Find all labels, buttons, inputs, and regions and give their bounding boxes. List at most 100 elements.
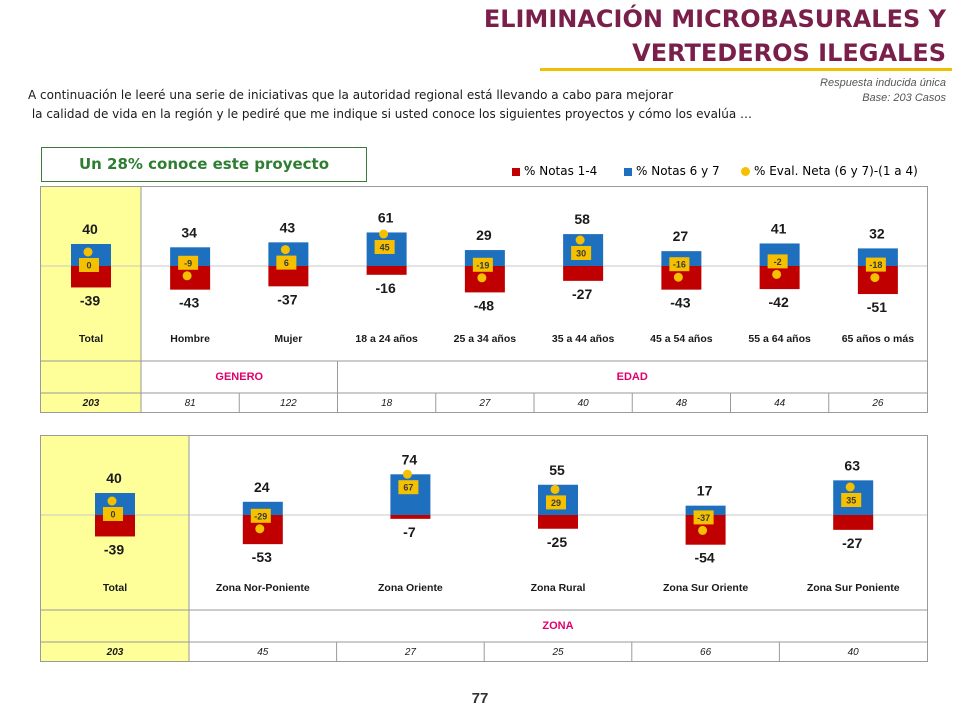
chart-panel-genero-edad: 40 -39 0 Total 203 34 -43 -9 Hombre 81 43 -37 6 Mujer… [40, 186, 928, 413]
net-eval-marker [550, 484, 560, 494]
label-notas-6-7: 40 [82, 221, 98, 237]
group-label: EDAD [617, 371, 648, 383]
net-eval-marker [870, 273, 880, 283]
net-eval-label-box [398, 480, 419, 495]
label-notas-1-4: -25 [547, 534, 567, 550]
net-eval-label-box [841, 493, 862, 507]
base-count: 81 [185, 398, 196, 409]
net-eval-label: 45 [380, 243, 390, 253]
bar-notas-1-4 [268, 266, 309, 287]
group-label: GENERO [215, 371, 263, 383]
category-label: Hombre [170, 333, 210, 345]
base-count: 27 [404, 647, 417, 658]
base-count: 203 [106, 647, 124, 658]
net-eval-marker [107, 496, 117, 506]
legend-item-pos: % Notas 6 y 7 [624, 164, 720, 178]
base-count: 44 [774, 398, 786, 409]
net-eval-label: 67 [403, 483, 413, 493]
net-eval-label-box [865, 257, 886, 272]
label-notas-1-4: -39 [80, 292, 100, 308]
net-eval-marker [698, 525, 708, 535]
label-notas-1-4: -51 [867, 299, 887, 315]
chart-zona: 40 -39 0 Total 203 24 -53 -29 Zona Nor-Poniente 4… [41, 436, 927, 661]
total-column-highlight [41, 436, 189, 661]
net-eval-marker [477, 273, 487, 283]
bar-notas-1-4 [563, 266, 604, 281]
page-title-line1: ELIMINACIÓN MICROBASURALES Y [483, 5, 946, 33]
label-notas-1-4: -37 [277, 291, 297, 307]
label-notas-6-7: 61 [378, 209, 394, 225]
net-eval-label-box [178, 255, 199, 270]
label-notas-6-7: 63 [844, 457, 860, 473]
net-eval-label: -19 [476, 260, 489, 270]
net-eval-marker [673, 272, 683, 282]
awareness-callout: Un 28% conoce este proyecto [41, 147, 367, 182]
intro-line-1: A continuación le leeré una serie de ini… [28, 88, 674, 102]
net-eval-label-box [669, 257, 690, 272]
legend-item-net: % Eval. Neta (6 y 7)-(1 a 4) [741, 164, 918, 178]
category-label: 65 años o más [842, 333, 915, 345]
category-label: Zona Rural [531, 582, 586, 594]
base-count: 48 [676, 398, 688, 409]
net-eval-label-box [276, 255, 297, 270]
legend-label-net: % Eval. Neta (6 y 7)-(1 a 4) [754, 164, 918, 178]
label-notas-1-4: -43 [670, 295, 690, 311]
net-eval-label-box [472, 257, 493, 272]
label-notas-1-4: -27 [842, 535, 862, 551]
chart-panel-zona: 40 -39 0 Total 203 24 -53 -29 Zona Nor-Poniente 4… [40, 435, 928, 662]
category-label: Zona Sur Poniente [807, 582, 900, 594]
category-label: Zona Sur Oriente [663, 582, 748, 594]
label-notas-6-7: 27 [673, 228, 689, 244]
page-title: ELIMINACIÓN MICROBASURALES Y VERTEDEROS … [484, 2, 946, 70]
base-count: 40 [578, 398, 590, 409]
base-count: 18 [381, 398, 393, 409]
net-eval-marker [575, 235, 585, 245]
label-notas-6-7: 17 [697, 483, 713, 499]
base-count: 40 [848, 647, 860, 658]
net-eval-label: 29 [551, 498, 561, 508]
net-eval-label-box [374, 240, 395, 254]
label-notas-6-7: 32 [869, 225, 885, 241]
label-notas-6-7: 40 [106, 470, 122, 486]
base-count: 66 [700, 647, 712, 658]
base-count: 26 [871, 398, 884, 409]
label-notas-6-7: 41 [771, 220, 787, 236]
title-underline [540, 68, 952, 71]
net-eval-marker [255, 524, 265, 534]
net-eval-label-box [571, 246, 592, 260]
category-label: Zona Oriente [378, 582, 443, 594]
net-eval-label: -9 [184, 258, 192, 268]
label-notas-1-4: -48 [474, 297, 494, 313]
category-label: Zona Nor-Poniente [216, 582, 310, 594]
label-notas-6-7: 29 [476, 227, 492, 243]
net-eval-marker [182, 271, 192, 281]
total-column-highlight [41, 187, 141, 412]
label-notas-1-4: -39 [104, 541, 124, 557]
bar-notas-6-7 [685, 505, 726, 515]
bar-notas-1-4 [538, 515, 578, 529]
label-notas-6-7: 24 [254, 479, 270, 495]
net-eval-label: 6 [284, 258, 289, 268]
base-count: 45 [257, 647, 269, 658]
net-eval-label-box [693, 510, 714, 525]
legend-swatch-neg [512, 167, 520, 176]
label-notas-6-7: 43 [280, 219, 296, 235]
legend-swatch-net [741, 167, 750, 176]
label-notas-1-4: -7 [403, 524, 416, 540]
intro-text: A continuación le leeré una serie de ini… [28, 86, 818, 124]
group-label: ZONA [542, 620, 573, 632]
net-eval-label-box [103, 507, 123, 521]
bar-notas-1-4 [833, 515, 874, 530]
label-notas-1-4: -27 [572, 286, 592, 302]
label-notas-6-7: 34 [181, 224, 197, 240]
base-count: 122 [280, 398, 297, 409]
chart-genero-edad: 40 -39 0 Total 203 34 -43 -9 Hombre 81 43 -37 6 Mujer… [41, 187, 927, 412]
legend-swatch-pos [624, 167, 632, 176]
category-label: 25 a 34 años [454, 333, 517, 345]
label-notas-1-4: -53 [252, 549, 272, 565]
category-label: 35 a 44 años [552, 333, 615, 345]
net-eval-label: 0 [110, 510, 115, 520]
net-eval-label: 35 [846, 496, 856, 506]
net-eval-label: -16 [673, 260, 686, 270]
bar-notas-1-4 [390, 515, 431, 519]
